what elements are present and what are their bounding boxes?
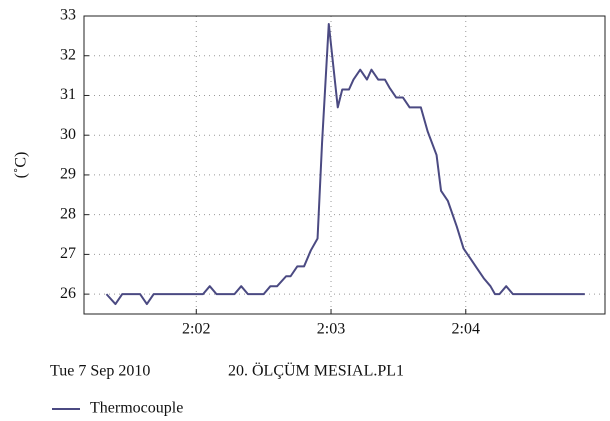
x-tick-label: 2:03 [317, 321, 345, 338]
date-label: Tue 7 Sep 2010 [50, 363, 150, 380]
plot-frame [83, 15, 606, 315]
y-tick-label: 29 [60, 166, 76, 183]
y-axis-label: (˚C) [13, 152, 30, 179]
data-line [105, 22, 585, 306]
y-tick-label: 27 [60, 245, 76, 262]
y-tick-label: 30 [60, 126, 76, 143]
y-tick-label: 28 [60, 205, 76, 222]
y-tick-label: 26 [60, 285, 76, 302]
file-label: 20. ÖLÇÜM MESIAL.PL1 [228, 362, 404, 380]
x-tick-label: 2:02 [182, 321, 210, 338]
y-tick-label: 31 [60, 86, 76, 103]
y-tick-label: 33 [60, 7, 76, 24]
x-tick-label: 2:04 [452, 321, 480, 338]
legend-label: Thermocouple [90, 400, 183, 417]
y-tick-label: 32 [60, 46, 76, 63]
